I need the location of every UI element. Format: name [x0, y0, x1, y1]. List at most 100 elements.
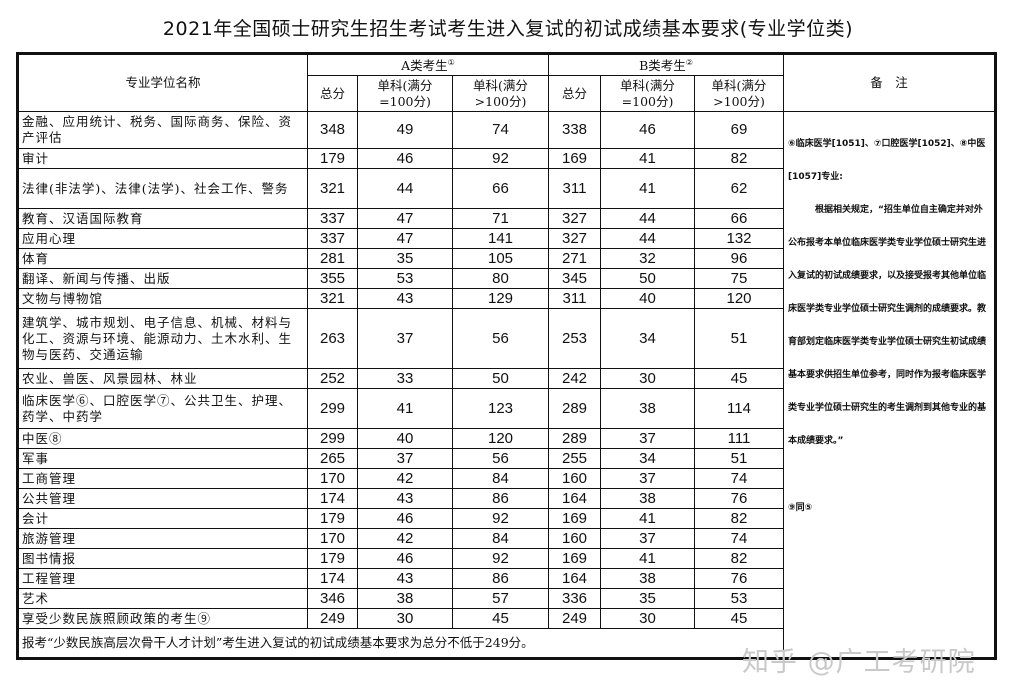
a-total: 170: [307, 468, 358, 489]
b-single-over: 66: [694, 208, 784, 229]
a-single-over: 92: [452, 508, 549, 529]
header-group-b: B类考生②: [548, 53, 784, 76]
b-single-100: 44: [600, 208, 695, 229]
b-total: 311: [548, 168, 601, 209]
table-row: 建筑学、城市规划、电子信息、机械、材料与化工、资源与环境、能源动力、土木水利、生…: [17, 308, 996, 369]
degree-name: 法律(非法学)、法律(法学)、社会工作、警务: [17, 168, 308, 209]
header-a-total: 总分: [307, 75, 358, 112]
a-single-over: 123: [452, 388, 549, 429]
table-row: 金融、应用统计、税务、国际商务、保险、资产评估 348 49 74 338 46 69 ⑥临床…: [17, 111, 996, 659]
a-total: 179: [307, 148, 358, 169]
b-total: 160: [548, 528, 601, 549]
b-single-over: 45: [694, 368, 784, 389]
b-single-100: 46: [600, 111, 695, 149]
b-single-100: 38: [600, 488, 695, 509]
b-single-over: 111: [694, 428, 784, 449]
a-single-over: 86: [452, 488, 549, 509]
b-single-over: 82: [694, 508, 784, 529]
degree-name: 工程管理: [17, 568, 308, 589]
a-single-100: 49: [357, 111, 453, 149]
b-total: 271: [548, 248, 601, 269]
header-a-single-over: 单科(满分 >100分): [452, 75, 549, 112]
degree-name: 翻译、新闻与传播、出版: [17, 268, 308, 289]
a-single-over: 129: [452, 288, 549, 309]
degree-name: 军事: [17, 448, 308, 469]
b-single-100: 34: [600, 308, 695, 369]
a-single-over: 120: [452, 428, 549, 449]
a-single-over: 86: [452, 568, 549, 589]
table-row: 教育、汉语国际教育 337 47 71 327 44 66: [17, 208, 996, 229]
header-group-a: A类考生①: [307, 53, 549, 76]
a-total: 263: [307, 308, 358, 369]
b-single-100: 40: [600, 288, 695, 309]
b-total: 253: [548, 308, 601, 369]
a-single-over: 92: [452, 548, 549, 569]
b-single-100: 38: [600, 388, 695, 429]
b-total: 164: [548, 568, 601, 589]
b-single-100: 38: [600, 568, 695, 589]
a-single-over: 74: [452, 111, 549, 149]
b-single-over: 69: [694, 111, 784, 149]
b-total: 345: [548, 268, 601, 289]
table-row: 法律(非法学)、法律(法学)、社会工作、警务 321 44 66 311 41 62: [17, 168, 996, 209]
b-total: 169: [548, 548, 601, 569]
b-single-100: 37: [600, 428, 695, 449]
a-single-over: 84: [452, 468, 549, 489]
a-total: 170: [307, 528, 358, 549]
b-total: 338: [548, 111, 601, 149]
b-total: 169: [548, 508, 601, 529]
header-notes: 备 注: [783, 53, 996, 112]
b-single-over: 120: [694, 288, 784, 309]
b-total: 327: [548, 208, 601, 229]
degree-name: 应用心理: [17, 228, 308, 249]
group-a-sup: ①: [447, 58, 455, 68]
b-single-over: 74: [694, 468, 784, 489]
a-single-over: 80: [452, 268, 549, 289]
a-single-over: 57: [452, 588, 549, 609]
table-row: 临床医学⑥、口腔医学⑦、公共卫生、护理、药学、中药学 299 41 123 289 38 1…: [17, 388, 996, 429]
b-single-100: 30: [600, 608, 695, 629]
a-single-100: 47: [357, 228, 453, 249]
a-single-over: 92: [452, 148, 549, 169]
degree-name: 临床医学⑥、口腔医学⑦、公共卫生、护理、药学、中药学: [17, 388, 308, 429]
b-single-over: 51: [694, 448, 784, 469]
a-single-100: 30: [357, 608, 453, 629]
group-b-label: B类考生: [639, 58, 686, 74]
a-single-over: 105: [452, 248, 549, 269]
a-single-over: 66: [452, 168, 549, 209]
a-total: 179: [307, 508, 358, 529]
degree-name: 会计: [17, 508, 308, 529]
degree-name: 艺术: [17, 588, 308, 609]
group-a-label: A类考生: [401, 58, 448, 74]
b-single-over: 96: [694, 248, 784, 269]
degree-name: 建筑学、城市规划、电子信息、机械、材料与化工、资源与环境、能源动力、土木水利、生…: [17, 308, 308, 369]
header-b-single-over: 单科(满分 >100分): [694, 75, 784, 112]
degree-name: 图书情报: [17, 548, 308, 569]
a-single-over: 56: [452, 308, 549, 369]
a-total: 321: [307, 288, 358, 309]
a-total: 355: [307, 268, 358, 289]
b-single-over: 62: [694, 168, 784, 209]
a-single-over: 141: [452, 228, 549, 249]
b-single-over: 74: [694, 528, 784, 549]
a-total: 179: [307, 548, 358, 569]
table-row: 审计 179 46 92 169 41 82: [17, 148, 996, 169]
b-single-over: 51: [694, 308, 784, 369]
table-row: 应用心理 337 47 141 327 44 132: [17, 228, 996, 249]
degree-name: 审计: [17, 148, 308, 169]
b-total: 255: [548, 448, 601, 469]
a-single-100: 47: [357, 208, 453, 229]
a-single-100: 43: [357, 288, 453, 309]
note-2: 根据相关规定，“招生单位自主确定并对外公布报考本单位临床医学类专业学位硕士研究生…: [788, 205, 987, 446]
degree-name: 体育: [17, 248, 308, 269]
table-row: 公共管理 174 43 86 164 38 76: [17, 488, 996, 509]
a-total: 252: [307, 368, 358, 389]
b-total: 169: [548, 148, 601, 169]
a-single-over: 71: [452, 208, 549, 229]
b-single-100: 30: [600, 368, 695, 389]
b-total: 249: [548, 608, 601, 629]
b-single-100: 41: [600, 148, 695, 169]
b-single-100: 50: [600, 268, 695, 289]
b-total: 289: [548, 388, 601, 429]
b-single-100: 41: [600, 508, 695, 529]
